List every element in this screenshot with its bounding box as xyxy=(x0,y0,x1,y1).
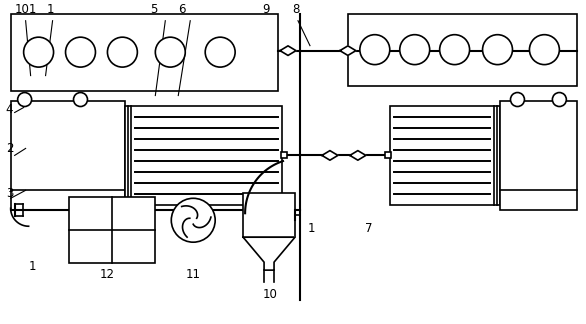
Bar xyxy=(11,100,125,210)
Polygon shape xyxy=(340,46,356,55)
Circle shape xyxy=(553,93,566,107)
Text: 10: 10 xyxy=(263,288,278,301)
Text: 11: 11 xyxy=(185,268,200,281)
Circle shape xyxy=(73,93,87,107)
Circle shape xyxy=(482,35,513,64)
Bar xyxy=(499,100,577,210)
Circle shape xyxy=(107,37,137,67)
Text: 8: 8 xyxy=(292,3,299,16)
Polygon shape xyxy=(280,46,296,55)
Circle shape xyxy=(18,93,32,107)
Bar xyxy=(390,106,499,205)
Text: 1: 1 xyxy=(308,222,315,235)
Circle shape xyxy=(529,35,560,64)
Bar xyxy=(348,14,577,86)
Bar xyxy=(69,197,155,263)
Bar xyxy=(281,152,287,158)
Circle shape xyxy=(155,37,185,67)
Bar xyxy=(11,14,278,90)
Circle shape xyxy=(23,37,53,67)
Text: 12: 12 xyxy=(100,268,114,281)
Bar xyxy=(243,193,295,237)
Polygon shape xyxy=(350,151,366,160)
Circle shape xyxy=(440,35,469,64)
Polygon shape xyxy=(322,151,338,160)
Circle shape xyxy=(66,37,96,67)
Bar xyxy=(385,152,391,158)
Circle shape xyxy=(205,37,235,67)
Text: 101: 101 xyxy=(15,3,37,16)
Text: 6: 6 xyxy=(178,3,186,16)
Text: 5: 5 xyxy=(151,3,158,16)
Text: 7: 7 xyxy=(365,222,372,235)
Text: 3: 3 xyxy=(6,187,13,200)
Circle shape xyxy=(171,198,215,242)
Text: 1: 1 xyxy=(46,3,54,16)
Text: 9: 9 xyxy=(262,3,270,16)
Polygon shape xyxy=(243,237,295,270)
Circle shape xyxy=(400,35,430,64)
Circle shape xyxy=(510,93,524,107)
Text: 4: 4 xyxy=(6,103,13,117)
Text: 1: 1 xyxy=(29,260,36,273)
Bar xyxy=(125,106,282,205)
Circle shape xyxy=(360,35,390,64)
Text: 2: 2 xyxy=(6,143,13,156)
